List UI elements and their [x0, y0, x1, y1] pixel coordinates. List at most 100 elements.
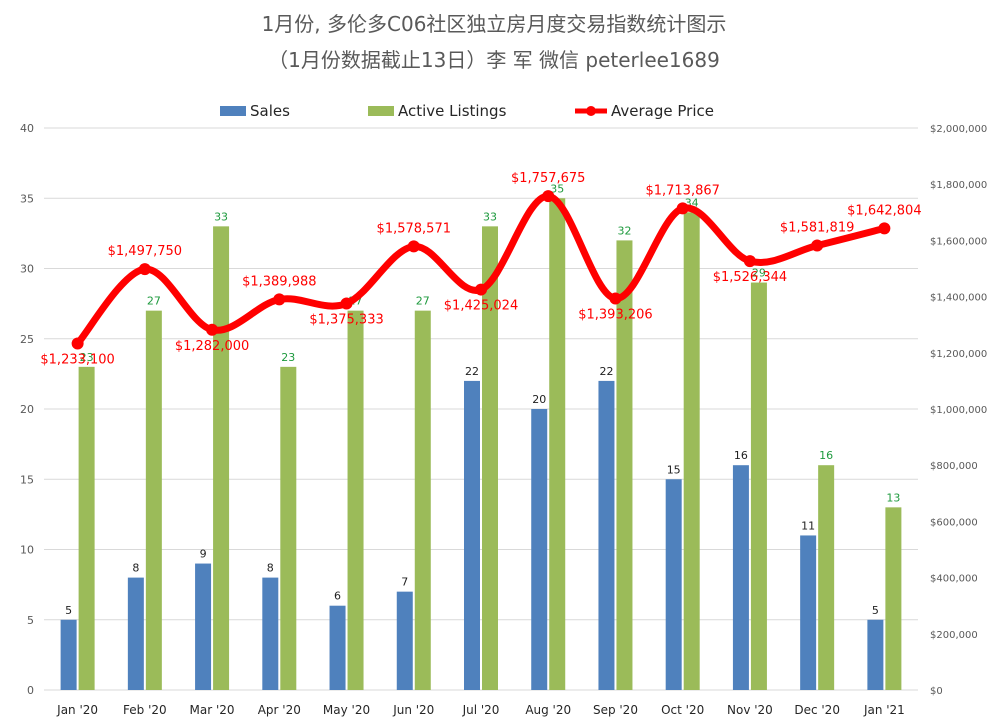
marker-average-price: [878, 222, 891, 235]
data-label-average-price: $1,713,867: [645, 183, 719, 198]
data-label-active-listings: 27: [147, 295, 161, 308]
y-left-tick-label: 20: [20, 403, 34, 416]
y-left-tick-label: 15: [20, 473, 34, 486]
x-tick-label: Apr '20: [258, 703, 301, 717]
y-left-tick-label: 30: [20, 263, 34, 276]
data-label-sales: 7: [401, 576, 408, 589]
legend-item-active-listings: Active Listings: [368, 100, 506, 122]
legend-swatch-average-price: [575, 106, 607, 116]
data-label-sales: 16: [734, 449, 748, 462]
data-label-average-price: $1,375,333: [309, 313, 383, 328]
bar-active-listings: [750, 282, 767, 690]
data-label-average-price: $1,282,000: [175, 339, 249, 354]
bar-sales: [665, 479, 682, 690]
bar-sales: [60, 619, 77, 690]
data-label-average-price: $1,581,819: [780, 221, 854, 236]
marker-average-price: [676, 202, 689, 215]
marker-average-price: [475, 283, 487, 296]
legend-item-average-price: Average Price: [575, 100, 714, 122]
data-label-active-listings: 33: [214, 210, 228, 223]
bar-active-listings: [145, 310, 162, 690]
x-tick-label: May '20: [323, 703, 370, 717]
data-label-sales: 5: [872, 604, 879, 617]
data-label-average-price: $1,497,750: [108, 244, 182, 259]
data-label-sales: 6: [334, 590, 341, 603]
marker-average-price: [407, 240, 420, 253]
bar-sales: [329, 605, 346, 690]
y-right-tick-label: $1,000,000: [930, 405, 987, 416]
data-label-average-price: $1,389,988: [242, 274, 316, 289]
chart-subtitle: （1月份数据截止13日）李 军 微信 peterlee1689: [268, 48, 720, 72]
legend-label-active-listings: Active Listings: [398, 102, 507, 120]
bar-sales: [531, 409, 548, 690]
y-right-tick-label: $1,400,000: [930, 293, 987, 304]
data-label-sales: 11: [801, 519, 815, 532]
data-label-average-price: $1,425,024: [444, 299, 518, 314]
x-tick-label: Jan '21: [863, 703, 905, 717]
legend-item-sales: Sales: [220, 100, 290, 122]
data-label-active-listings: 16: [819, 449, 833, 462]
data-label-active-listings: 33: [483, 210, 497, 223]
data-label-sales: 20: [532, 393, 546, 406]
y-left-tick-label: 10: [20, 544, 34, 557]
data-label-sales: 8: [267, 562, 274, 575]
x-tick-label: Oct '20: [661, 703, 704, 717]
data-label-average-price: $1,393,206: [578, 308, 652, 323]
x-tick-label: Mar '20: [190, 703, 235, 717]
y-right-tick-label: $1,200,000: [930, 349, 987, 360]
legend-swatch-active-listings: [368, 106, 394, 116]
bar-sales: [127, 577, 144, 690]
marker-average-price: [811, 239, 824, 252]
x-tick-label: Jun '20: [392, 703, 434, 717]
marker-average-price: [542, 190, 555, 203]
data-label-average-price: $1,757,675: [511, 171, 585, 186]
data-label-average-price: $1,233,100: [40, 352, 114, 367]
y-left-tick-label: 25: [20, 333, 34, 346]
data-label-active-listings: 32: [617, 224, 631, 237]
data-label-active-listings: 23: [281, 351, 295, 364]
data-label-active-listings: 13: [886, 491, 900, 504]
bar-active-listings: [818, 465, 835, 690]
y-right-tick-label: $1,600,000: [930, 236, 987, 247]
bar-sales: [262, 577, 279, 690]
x-tick-label: Jan '20: [56, 703, 98, 717]
x-tick-label: Jul '20: [462, 703, 500, 717]
bar-sales: [800, 535, 817, 690]
bar-active-listings: [885, 507, 902, 690]
bar-active-listings: [683, 212, 700, 691]
x-tick-label: Feb '20: [123, 703, 167, 717]
data-label-active-listings: 27: [416, 295, 430, 308]
bar-active-listings: [78, 366, 95, 690]
data-label-average-price: $1,578,571: [377, 221, 451, 236]
data-label-active-listings: 35: [550, 182, 564, 195]
marker-average-price: [138, 263, 151, 276]
legend: Sales Active Listings Average Price: [0, 100, 988, 122]
marker-average-price: [340, 297, 353, 310]
x-tick-label: Dec '20: [794, 703, 840, 717]
y-right-tick-label: $2,000,000: [930, 124, 987, 135]
data-label-active-listings: 29: [752, 267, 766, 280]
bar-sales: [867, 619, 884, 690]
bar-active-listings: [213, 226, 230, 690]
data-label-average-price: $1,526,344: [713, 270, 787, 285]
y-right-tick-label: $600,000: [930, 517, 978, 528]
y-right-tick-label: $800,000: [930, 461, 978, 472]
legend-label-sales: Sales: [250, 102, 290, 120]
marker-average-price: [71, 337, 84, 350]
y-right-tick-label: $0: [930, 686, 943, 697]
x-tick-label: Sep '20: [593, 703, 638, 717]
x-tick-label: Nov '20: [727, 703, 773, 717]
bar-active-listings: [482, 226, 498, 690]
y-right-tick-label: $1,800,000: [930, 180, 987, 191]
data-label-sales: 22: [465, 365, 479, 378]
x-tick-label: Aug '20: [525, 703, 571, 717]
marker-average-price: [609, 292, 622, 305]
data-label-sales: 9: [200, 548, 207, 561]
y-left-tick-label: 40: [20, 122, 34, 135]
bar-active-listings: [347, 310, 364, 690]
bar-sales: [732, 465, 749, 690]
data-label-active-listings: 23: [80, 351, 94, 364]
legend-label-average-price: Average Price: [611, 102, 714, 120]
